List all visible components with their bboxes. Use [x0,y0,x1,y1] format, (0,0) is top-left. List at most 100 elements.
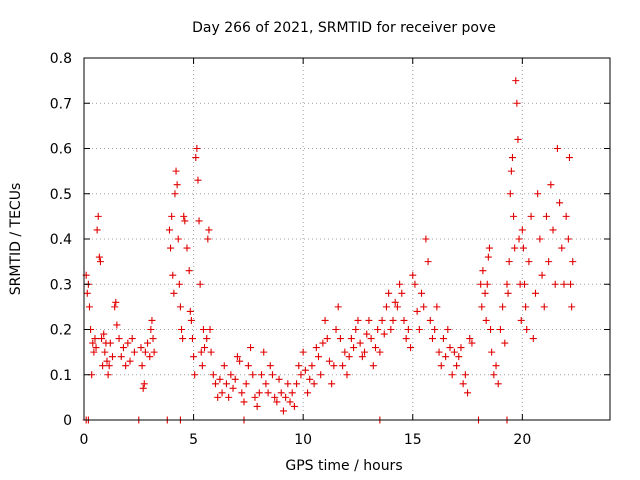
data-point [277,389,285,397]
data-point [407,344,415,352]
data-point [361,348,369,356]
y-tick-label: 0.1 [50,368,72,384]
data-point [216,375,224,383]
data-point [488,348,496,356]
data-point [144,339,152,347]
data-point [181,217,189,225]
data-point [319,339,327,347]
data-point [393,303,401,311]
data-point [83,289,91,297]
data-point [562,212,570,220]
data-point [499,303,507,311]
data-point [312,344,320,352]
data-point [191,371,199,379]
x-tick-label: 5 [189,432,198,448]
data-point [140,380,148,388]
y-tick-label: 0.6 [50,142,72,158]
data-points [82,77,577,424]
data-point [93,226,101,234]
data-point [374,326,382,333]
data-point [529,335,537,343]
data-point [553,145,561,152]
data-point [506,190,514,198]
data-point [220,362,228,370]
data-point [179,335,187,343]
data-point [518,226,526,234]
data-point [169,271,177,279]
data-point [203,335,211,343]
data-point [538,271,546,279]
data-point [206,326,214,333]
y-tick-label: 0.4 [50,232,72,248]
data-point [89,339,97,347]
data-point [306,375,314,383]
data-point [402,335,410,343]
data-point [536,235,544,243]
data-point [178,326,186,333]
data-point [323,335,331,343]
data-point [279,407,287,415]
data-point [196,280,204,288]
data-point [339,362,347,370]
data-point [98,335,106,343]
data-point [508,154,516,162]
data-point [483,280,491,288]
data-point [174,235,182,243]
y-tick-label: 0.8 [50,51,72,67]
data-point [212,380,219,388]
data-point [437,362,445,370]
data-point [371,344,379,352]
data-point [354,316,362,324]
data-point [332,326,340,333]
data-point [275,375,283,383]
data-point [137,344,145,352]
y-tick-label: 0.3 [50,277,72,293]
x-tick-label: 0 [80,432,89,448]
data-point [192,154,200,162]
data-point [433,303,441,311]
data-point [479,267,487,275]
data-point [418,289,426,297]
data-point [194,176,202,184]
data-point [175,280,183,288]
data-point [266,362,274,370]
data-point [404,326,412,333]
data-point [253,402,261,410]
data-point [150,348,158,356]
y-tick-label: 0 [63,413,72,429]
data-point [233,353,241,361]
data-point [431,326,439,333]
data-point [477,280,485,288]
data-point [258,371,266,379]
data-point [511,244,519,252]
y-axis-label: SRMTID / TECUs [8,183,24,296]
data-point [336,335,344,343]
data-point [255,389,263,397]
data-point [558,244,566,252]
data-point [264,389,272,397]
data-point [122,362,130,370]
data-point [565,154,573,162]
data-point [391,298,399,306]
data-point [92,344,100,352]
data-point [108,353,116,361]
data-point [510,212,518,220]
data-point [190,353,198,361]
data-point [229,384,237,392]
data-point [365,316,373,324]
data-point [173,181,181,189]
data-point [420,303,428,311]
data-point [198,362,206,370]
data-point [94,212,102,220]
data-point [227,371,235,379]
data-point [446,344,454,352]
data-point [492,362,500,370]
data-point [321,316,329,324]
data-point [464,389,472,397]
data-point [424,258,432,266]
data-point [268,371,276,379]
data-point [165,226,173,234]
data-point [193,145,201,152]
y-tick-label: 0.5 [50,187,72,203]
data-point [444,326,452,333]
